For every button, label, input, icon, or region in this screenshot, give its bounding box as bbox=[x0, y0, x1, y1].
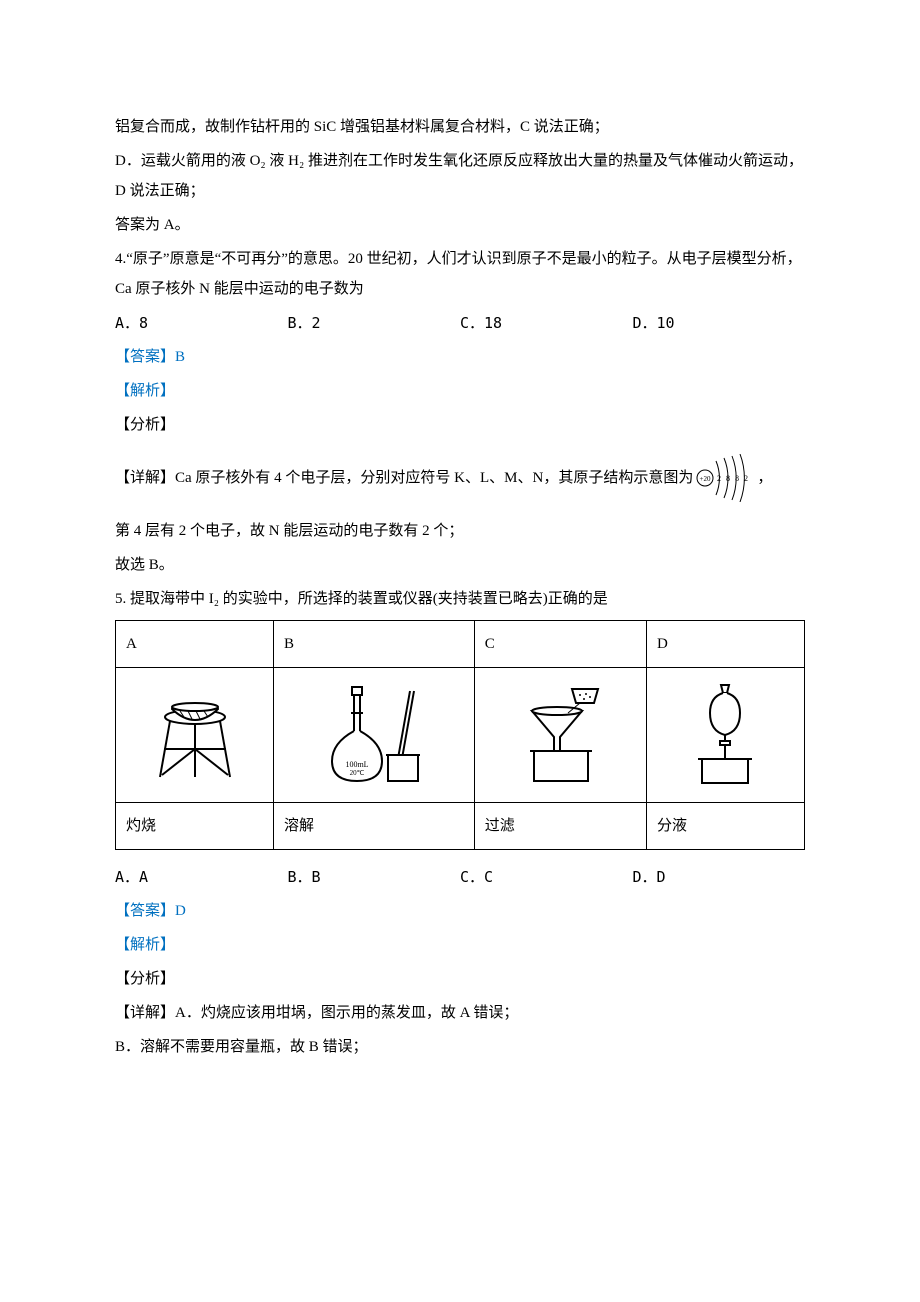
th-b: B bbox=[274, 621, 475, 668]
q5-analysis-label: 【解析】 bbox=[115, 930, 805, 960]
q4-sub1: 【分析】 bbox=[115, 410, 805, 440]
svg-text:20℃: 20℃ bbox=[349, 769, 364, 777]
paragraph: 答案为 A。 bbox=[115, 210, 805, 240]
paragraph: 铝复合而成，故制作钻杆用的 SiC 增强铝基材料属复合材料，C 说法正确； bbox=[115, 112, 805, 142]
th-d: D bbox=[646, 621, 804, 668]
q4-opt-d: D．10 bbox=[633, 308, 806, 338]
q4-detail-post: ， bbox=[757, 463, 772, 493]
q4-opt-c: C．18 bbox=[460, 308, 633, 338]
q5-detail2: B．溶解不需要用容量瓶，故 B 错误； bbox=[115, 1032, 805, 1062]
q4-detail-line: 【详解】Ca 原子核外有 4 个电子层，分别对应符号 K、L、M、N，其原子结构… bbox=[115, 454, 805, 502]
q4-options: A．8 B．2 C．18 D．10 bbox=[115, 308, 805, 338]
atom-structure-icon: +20 2 8 8 2 bbox=[695, 454, 757, 502]
th-c: C bbox=[474, 621, 646, 668]
th-a: A bbox=[116, 621, 274, 668]
answer-value: B bbox=[175, 349, 185, 365]
separating-funnel-icon bbox=[680, 683, 770, 787]
q5-table: A B C D bbox=[115, 620, 805, 850]
evaporating-dish-icon bbox=[150, 687, 240, 783]
q5-stem: 5. 提取海带中 I₂ 的实验中，所选择的装置或仪器(夹持装置已略去)正确的是 bbox=[115, 584, 805, 614]
q5-options: A．A B．B C．C D．D bbox=[115, 862, 805, 892]
q4-tail1: 第 4 层有 2 个电子，故 N 能层运动的电子数有 2 个； bbox=[115, 516, 805, 546]
q5-answer: 【答案】D bbox=[115, 896, 805, 926]
table-row-ops: 灼烧 溶解 过滤 分液 bbox=[116, 803, 805, 850]
q5-detail1: 【详解】A．灼烧应该用坩埚，图示用的蒸发皿，故 A 错误； bbox=[115, 998, 805, 1028]
q5-sub1: 【分析】 bbox=[115, 964, 805, 994]
answer-value: D bbox=[175, 903, 186, 919]
table-row-header: A B C D bbox=[116, 621, 805, 668]
q4-opt-b: B．2 bbox=[288, 308, 461, 338]
op-b: 溶解 bbox=[274, 803, 475, 850]
q5-opt-b: B．B bbox=[288, 862, 461, 892]
atom-shell-4: 2 bbox=[744, 474, 748, 483]
q5-opt-a: A．A bbox=[115, 862, 288, 892]
q4-tail2: 故选 B。 bbox=[115, 550, 805, 580]
atom-shell-1: 2 bbox=[717, 474, 721, 483]
answer-label: 【答案】 bbox=[115, 903, 175, 919]
paragraph: D．运载火箭用的液 O₂ 液 H₂ 推进剂在工作时发生氧化还原反应释放出大量的热… bbox=[115, 146, 805, 206]
op-a: 灼烧 bbox=[116, 803, 274, 850]
svg-text:100mL: 100mL bbox=[345, 760, 368, 769]
atom-shell-2: 8 bbox=[726, 474, 730, 483]
funnel-beaker-icon bbox=[510, 685, 610, 785]
q4-analysis-label: 【解析】 bbox=[115, 376, 805, 406]
q4-detail-text: 【详解】Ca 原子核外有 4 个电子层，分别对应符号 K、L、M、N，其原子结构… bbox=[115, 463, 693, 493]
q5-opt-c: C．C bbox=[460, 862, 633, 892]
op-d: 分液 bbox=[646, 803, 804, 850]
atom-core: +20 bbox=[700, 475, 711, 483]
atom-shell-3: 8 bbox=[735, 474, 739, 483]
table-row-images: 100mL 20℃ bbox=[116, 668, 805, 803]
answer-label: 【答案】 bbox=[115, 349, 175, 365]
cell-img-b: 100mL 20℃ bbox=[274, 668, 475, 803]
cell-img-c bbox=[474, 668, 646, 803]
cell-img-d bbox=[646, 668, 804, 803]
op-c: 过滤 bbox=[474, 803, 646, 850]
q5-opt-d: D．D bbox=[633, 862, 806, 892]
cell-img-a bbox=[116, 668, 274, 803]
q4-answer: 【答案】B bbox=[115, 342, 805, 372]
volumetric-flask-icon: 100mL 20℃ bbox=[314, 685, 434, 785]
q4-opt-a: A．8 bbox=[115, 308, 288, 338]
q4-stem: 4.“原子”原意是“不可再分”的意思。20 世纪初，人们才认识到原子不是最小的粒… bbox=[115, 244, 805, 304]
